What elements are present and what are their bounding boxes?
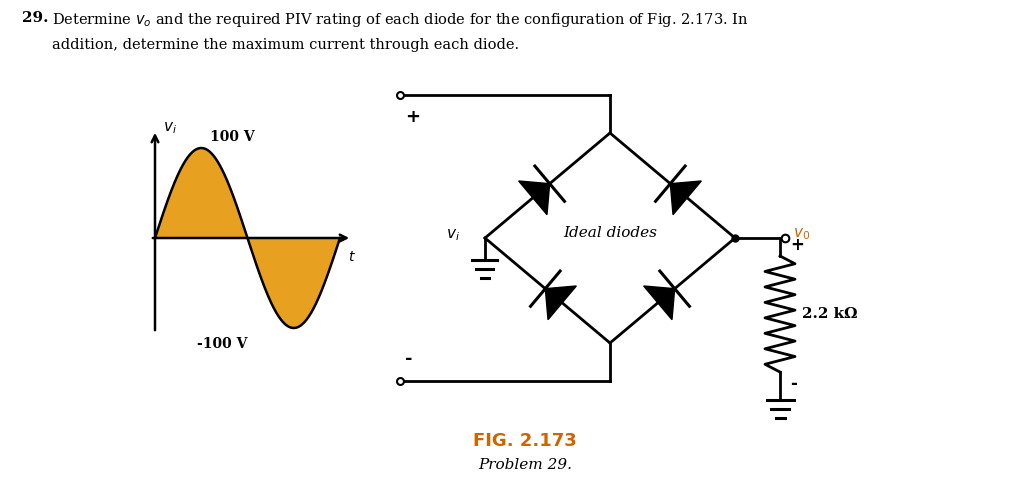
Text: -100 V: -100 V bbox=[197, 337, 248, 351]
Polygon shape bbox=[644, 286, 675, 319]
Text: +: + bbox=[790, 236, 804, 254]
Text: $t$: $t$ bbox=[348, 250, 356, 264]
Text: +: + bbox=[406, 108, 420, 126]
Text: Ideal diodes: Ideal diodes bbox=[563, 226, 657, 240]
Text: Problem 29.: Problem 29. bbox=[478, 458, 572, 472]
Text: Determine $v_o$ and the required PIV rating of each diode for the configuration : Determine $v_o$ and the required PIV rat… bbox=[52, 11, 749, 29]
Text: FIG. 2.173: FIG. 2.173 bbox=[473, 432, 577, 450]
Polygon shape bbox=[155, 238, 340, 328]
Polygon shape bbox=[671, 181, 701, 214]
Polygon shape bbox=[155, 148, 340, 238]
Text: $v_i$: $v_i$ bbox=[446, 227, 460, 243]
Text: -: - bbox=[406, 350, 413, 368]
Text: -: - bbox=[790, 375, 797, 393]
Text: 2.2 kΩ: 2.2 kΩ bbox=[802, 307, 857, 321]
Text: addition, determine the maximum current through each diode.: addition, determine the maximum current … bbox=[52, 38, 519, 52]
Text: 100 V: 100 V bbox=[210, 130, 255, 144]
Polygon shape bbox=[546, 286, 577, 319]
Text: $v_i$: $v_i$ bbox=[163, 120, 177, 136]
Text: 29.: 29. bbox=[22, 11, 48, 25]
Polygon shape bbox=[519, 181, 550, 214]
Text: $v_0$: $v_0$ bbox=[793, 226, 810, 242]
